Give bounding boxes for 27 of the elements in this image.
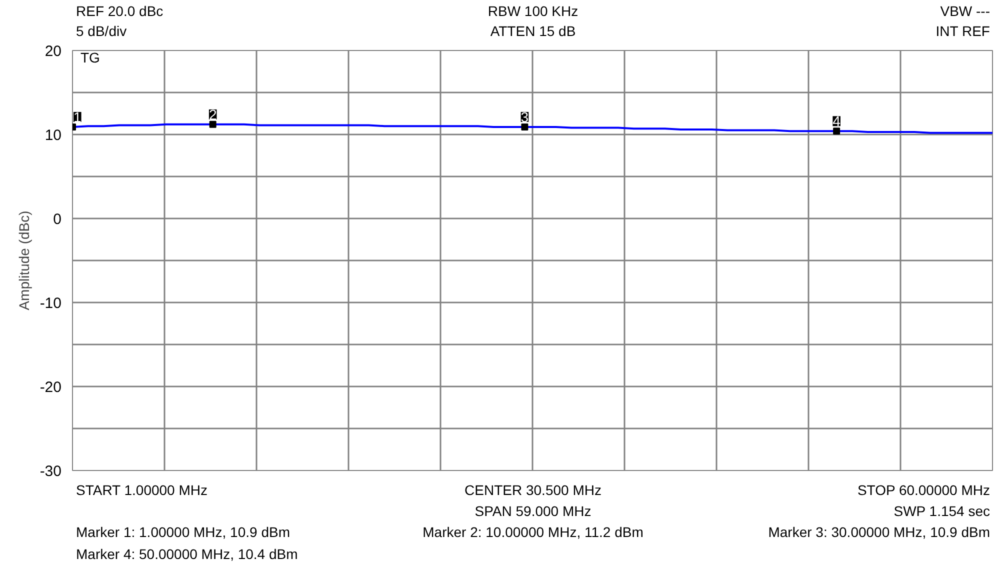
y-tick-label: 20 [44,43,62,60]
text: Marker 1: 1.00000 MHz, 10.9 dBm [76,523,290,542]
text: Marker 3: 30.00000 MHz, 10.9 dBm [768,523,990,542]
text: REF 20.0 dBc [76,2,164,21]
text: SPAN 59.000 MHz [474,502,592,521]
text: 5 dB/div [76,22,127,41]
y-tick-label: -20 [40,379,62,396]
y-tick-label: 0 [53,211,62,228]
text: ATTEN 15 dB [490,22,576,41]
y-tick-label: -30 [40,463,62,480]
annotation: 1 [74,108,82,125]
y-tick-label: -10 [40,295,62,312]
text: STOP 60.00000 MHz [857,481,990,500]
annotation: 3 [520,108,529,125]
text: START 1.00000 MHz [76,481,208,500]
annotation: TG [80,50,100,66]
y-tick-label: 10 [44,127,62,144]
text: CENTER 30.500 MHz [464,481,602,500]
text: RBW 100 KHz [488,2,578,21]
annotation: 2 [208,106,217,122]
text: INT REF [936,22,990,41]
annotation: 4 [832,113,841,130]
text: SWP 1.154 sec [894,502,990,521]
text: VBW --- [940,2,990,21]
text: Marker 4: 50.00000 MHz, 10.4 dBm [76,545,298,564]
y-axis-title: Amplitude (dBc) [16,210,32,310]
text: Marker 2: 10.00000 MHz, 11.2 dBm [422,523,644,542]
